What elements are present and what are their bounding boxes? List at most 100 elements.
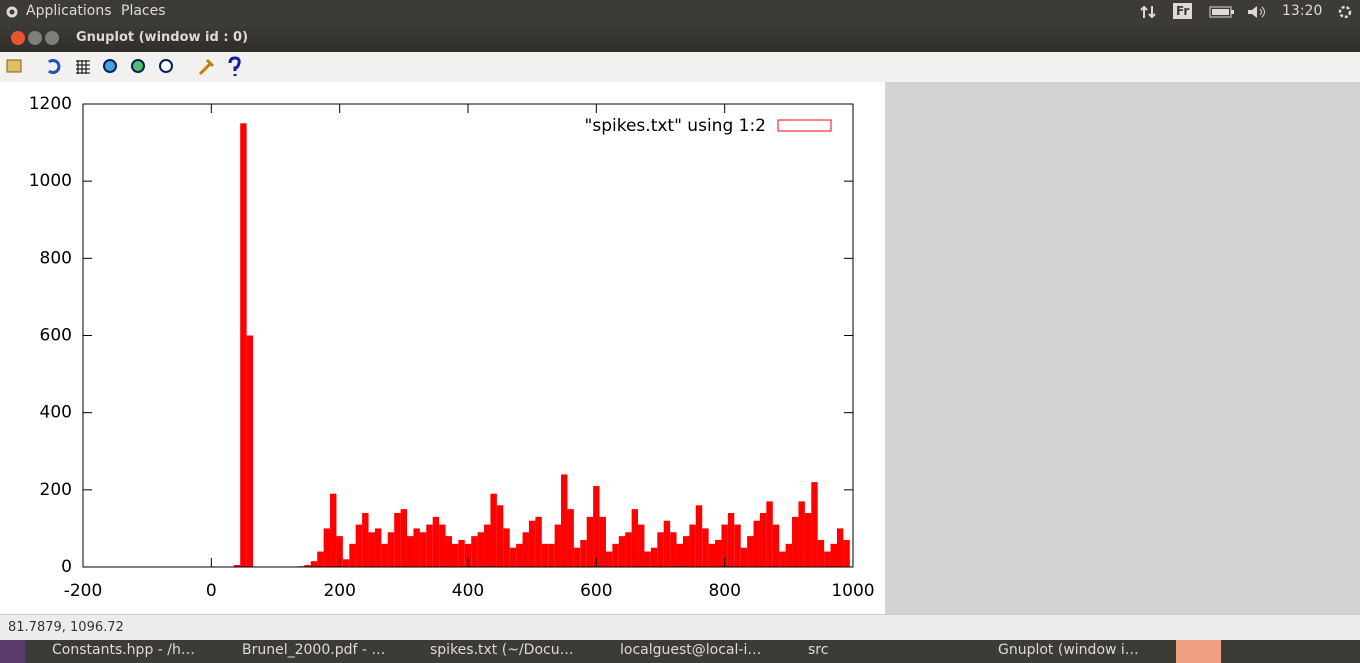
task-item[interactable]: Constants.hpp - /h… [52, 642, 195, 658]
top-panel: Applications Places Fr 13:20 [0, 0, 1360, 24]
grid-button[interactable] [76, 60, 90, 74]
bar [593, 485, 600, 567]
show-desktop[interactable] [0, 640, 25, 663]
bar [541, 543, 549, 567]
bar [650, 547, 658, 567]
menu-places[interactable]: Places [121, 3, 166, 19]
bar [830, 543, 837, 567]
bar [439, 524, 446, 567]
zoom-next-button[interactable] [131, 59, 145, 73]
bar [419, 532, 427, 567]
window-title: Gnuplot (window id : 0) [76, 30, 249, 45]
bar [394, 512, 401, 567]
y-tick-label: 1000 [29, 171, 72, 191]
config-button[interactable] [198, 58, 215, 76]
bar [702, 528, 709, 567]
bar [451, 543, 459, 567]
y-tick-label: 200 [40, 480, 72, 500]
bar [740, 547, 748, 567]
keyboard-layout[interactable]: Fr [1173, 3, 1193, 19]
y-tick-label: 400 [40, 403, 72, 423]
bar [804, 512, 812, 567]
bar [759, 512, 767, 567]
bar [573, 547, 581, 567]
task-item[interactable]: spikes.txt (~/Docu… [430, 642, 574, 658]
bar [766, 501, 773, 567]
bar [785, 543, 793, 567]
bar [676, 543, 683, 567]
y-tick-label: 0 [61, 557, 72, 577]
bar [561, 474, 568, 567]
export-button[interactable] [6, 59, 22, 73]
task-item[interactable]: Gnuplot (window i… [998, 642, 1139, 658]
menu-applications[interactable]: Applications [26, 3, 112, 19]
status-bar: 81.7879, 1096.72 [0, 614, 1360, 640]
bar [342, 559, 350, 567]
toolbar [0, 52, 1360, 82]
task-item[interactable]: Brunel_2000.pdf - … [242, 642, 386, 658]
window-buttons[interactable] [10, 30, 62, 46]
clock[interactable]: 13:20 [1282, 3, 1323, 19]
bar [445, 536, 452, 567]
legend-label: "spikes.txt" using 1:2 [585, 116, 766, 136]
bar [516, 543, 523, 567]
bar [471, 536, 478, 567]
power-icon[interactable] [1336, 3, 1354, 21]
bar [349, 543, 356, 567]
bar [528, 520, 536, 567]
bar [477, 532, 485, 567]
help-button[interactable] [228, 56, 241, 76]
x-tick-label: 800 [708, 581, 740, 601]
bar [843, 539, 850, 567]
taskbar: Constants.hpp - /h… Brunel_2000.pdf - … … [0, 640, 1360, 663]
chart: "spikes.txt" using 1:2 0 200 400 600 800 1000… [0, 82, 885, 614]
bar [522, 532, 529, 567]
bar [682, 536, 690, 567]
task-item[interactable]: localguest@local-i… [620, 642, 762, 658]
bar [310, 561, 318, 567]
bar [484, 524, 491, 567]
toolbar-icons [6, 56, 241, 76]
bar [233, 565, 241, 567]
bar [381, 543, 388, 567]
bar [458, 539, 465, 567]
bar [657, 532, 664, 567]
bar [836, 528, 844, 567]
bar [708, 543, 716, 567]
autoscale-button[interactable] [159, 59, 173, 73]
bar [304, 565, 311, 567]
bar [535, 516, 542, 567]
bar [586, 516, 594, 567]
bar [747, 536, 754, 567]
bar [644, 551, 651, 567]
bar [317, 551, 324, 567]
bar [464, 543, 472, 567]
bar [625, 532, 632, 567]
x-tick-label: -200 [64, 581, 103, 601]
bar [638, 524, 645, 567]
y-tick-label: 600 [40, 326, 72, 346]
task-item[interactable]: src [808, 642, 829, 658]
bar [734, 524, 741, 567]
bar [695, 505, 703, 567]
bar [509, 547, 517, 567]
workspace-switcher[interactable] [1176, 640, 1221, 663]
network-icon[interactable] [1140, 4, 1158, 20]
bar [663, 520, 671, 567]
bar [727, 512, 735, 567]
bar [503, 528, 510, 567]
replot-button[interactable] [48, 59, 61, 74]
zoom-prev-button[interactable] [103, 59, 117, 73]
bar [554, 524, 562, 567]
bar [689, 524, 696, 567]
bar [580, 539, 587, 567]
window-titlebar: Gnuplot (window id : 0) [0, 24, 1360, 52]
bar [387, 532, 395, 567]
battery-icon[interactable] [1209, 6, 1235, 18]
bar [400, 509, 408, 567]
plot-area: "spikes.txt" using 1:2 0 200 400 600 800 1000… [0, 82, 1360, 614]
volume-icon[interactable] [1247, 5, 1267, 19]
bar [567, 509, 574, 567]
bar [368, 532, 375, 567]
